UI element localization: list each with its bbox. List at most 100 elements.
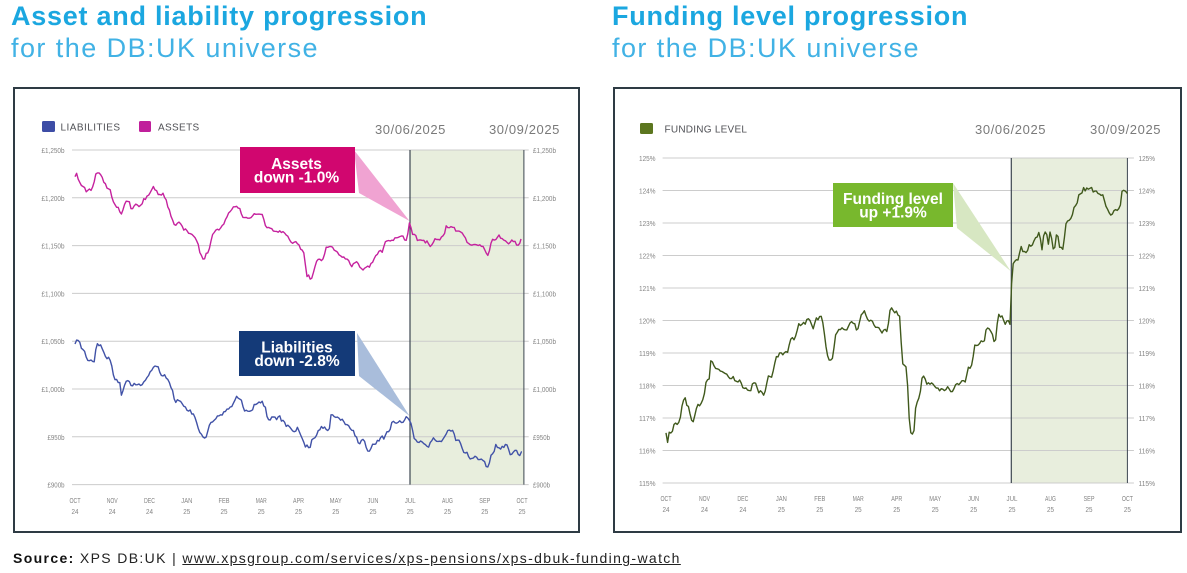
svg-text:118%: 118% — [639, 382, 656, 391]
svg-text:122%: 122% — [1139, 252, 1156, 261]
svg-text:ASSETS: ASSETS — [158, 122, 200, 133]
svg-text:25: 25 — [183, 509, 190, 516]
svg-text:DEC: DEC — [144, 498, 155, 505]
svg-text:£900b: £900b — [48, 481, 65, 490]
svg-text:£1,000b: £1,000b — [42, 385, 65, 394]
svg-text:122%: 122% — [639, 252, 656, 261]
svg-text:120%: 120% — [1139, 317, 1156, 326]
svg-text:JUL: JUL — [1007, 496, 1018, 503]
svg-text:£1,200b: £1,200b — [42, 194, 65, 203]
svg-text:OCT: OCT — [70, 498, 82, 505]
svg-text:JAN: JAN — [776, 496, 787, 503]
svg-text:25: 25 — [1047, 507, 1054, 514]
svg-text:FUNDING LEVEL: FUNDING LEVEL — [665, 124, 748, 135]
svg-text:117%: 117% — [1139, 414, 1156, 423]
svg-text:AUG: AUG — [1045, 496, 1056, 503]
svg-text:JAN: JAN — [181, 498, 192, 505]
svg-text:LIABILITIES: LIABILITIES — [61, 122, 121, 133]
svg-text:MAR: MAR — [853, 496, 864, 503]
svg-text:125%: 125% — [639, 154, 656, 163]
svg-text:25: 25 — [221, 509, 228, 516]
svg-text:119%: 119% — [639, 349, 656, 358]
svg-text:24: 24 — [109, 509, 116, 516]
svg-text:£1,250b: £1,250b — [533, 146, 556, 155]
svg-text:119%: 119% — [1139, 349, 1156, 358]
svg-text:£1,100b: £1,100b — [42, 289, 65, 298]
svg-text:24: 24 — [146, 509, 153, 516]
svg-text:£1,050b: £1,050b — [42, 337, 65, 346]
svg-text:24: 24 — [701, 507, 708, 514]
svg-text:OCT: OCT — [661, 496, 673, 503]
svg-text:115%: 115% — [1139, 479, 1156, 488]
svg-text:118%: 118% — [1139, 382, 1156, 391]
svg-text:116%: 116% — [639, 447, 656, 456]
svg-text:SEP: SEP — [1084, 496, 1095, 503]
svg-text:£1,150b: £1,150b — [533, 242, 556, 251]
svg-text:£900b: £900b — [533, 481, 550, 490]
svg-text:JUN: JUN — [968, 496, 979, 503]
svg-text:24: 24 — [72, 509, 79, 516]
svg-text:down -2.8%: down -2.8% — [254, 353, 339, 370]
svg-text:£1,050b: £1,050b — [533, 337, 556, 346]
svg-text:£950b: £950b — [48, 433, 65, 442]
svg-text:30/09/2025: 30/09/2025 — [489, 122, 560, 137]
svg-text:FEB: FEB — [814, 496, 825, 503]
svg-text:OCT: OCT — [517, 498, 529, 505]
svg-text:125%: 125% — [1139, 154, 1156, 163]
svg-text:25: 25 — [1009, 507, 1016, 514]
svg-text:116%: 116% — [1139, 447, 1156, 456]
svg-text:30/09/2025: 30/09/2025 — [1090, 122, 1161, 137]
svg-text:Assets: Assets — [271, 156, 322, 173]
svg-text:Funding level: Funding level — [843, 191, 943, 208]
svg-text:30/06/2025: 30/06/2025 — [375, 122, 446, 137]
svg-text:25: 25 — [519, 509, 526, 516]
svg-text:FEB: FEB — [219, 498, 230, 505]
svg-text:25: 25 — [258, 509, 265, 516]
svg-text:120%: 120% — [639, 317, 656, 326]
svg-text:115%: 115% — [639, 479, 656, 488]
svg-text:24: 24 — [663, 507, 670, 514]
svg-text:121%: 121% — [1139, 284, 1156, 293]
svg-text:124%: 124% — [1139, 187, 1156, 196]
svg-text:25: 25 — [332, 509, 339, 516]
svg-text:123%: 123% — [1139, 219, 1156, 228]
svg-text:DEC: DEC — [737, 496, 748, 503]
svg-text:25: 25 — [932, 507, 939, 514]
svg-text:25: 25 — [816, 507, 823, 514]
svg-text:£1,100b: £1,100b — [533, 289, 556, 298]
svg-text:25: 25 — [370, 509, 377, 516]
svg-text:SEP: SEP — [479, 498, 490, 505]
svg-text:25: 25 — [855, 507, 862, 514]
svg-text:117%: 117% — [639, 414, 656, 423]
svg-text:124%: 124% — [639, 187, 656, 196]
svg-text:APR: APR — [293, 498, 304, 505]
svg-text:£1,200b: £1,200b — [533, 194, 556, 203]
svg-text:up +1.9%: up +1.9% — [859, 205, 927, 222]
svg-text:£1,150b: £1,150b — [42, 242, 65, 251]
svg-text:25: 25 — [1124, 507, 1131, 514]
svg-text:MAY: MAY — [330, 498, 342, 505]
svg-text:JUL: JUL — [405, 498, 416, 505]
svg-text:25: 25 — [893, 507, 900, 514]
svg-text:£950b: £950b — [533, 433, 550, 442]
svg-text:24: 24 — [739, 507, 746, 514]
svg-text:£1,250b: £1,250b — [42, 146, 65, 155]
svg-text:123%: 123% — [639, 219, 656, 228]
svg-text:NOV: NOV — [699, 496, 710, 503]
svg-text:MAY: MAY — [929, 496, 941, 503]
svg-text:AUG: AUG — [442, 498, 453, 505]
svg-text:25: 25 — [481, 509, 488, 516]
svg-text:Liabilities: Liabilities — [261, 339, 333, 356]
svg-text:£1,000b: £1,000b — [533, 385, 556, 394]
svg-text:MAR: MAR — [256, 498, 267, 505]
svg-text:25: 25 — [778, 507, 785, 514]
svg-text:OCT: OCT — [1122, 496, 1134, 503]
svg-text:25: 25 — [407, 509, 414, 516]
svg-text:down -1.0%: down -1.0% — [254, 169, 339, 186]
svg-text:25: 25 — [444, 509, 451, 516]
svg-text:APR: APR — [891, 496, 902, 503]
svg-text:25: 25 — [970, 507, 977, 514]
svg-text:JUN: JUN — [368, 498, 379, 505]
svg-text:121%: 121% — [639, 284, 656, 293]
svg-text:NOV: NOV — [107, 498, 118, 505]
